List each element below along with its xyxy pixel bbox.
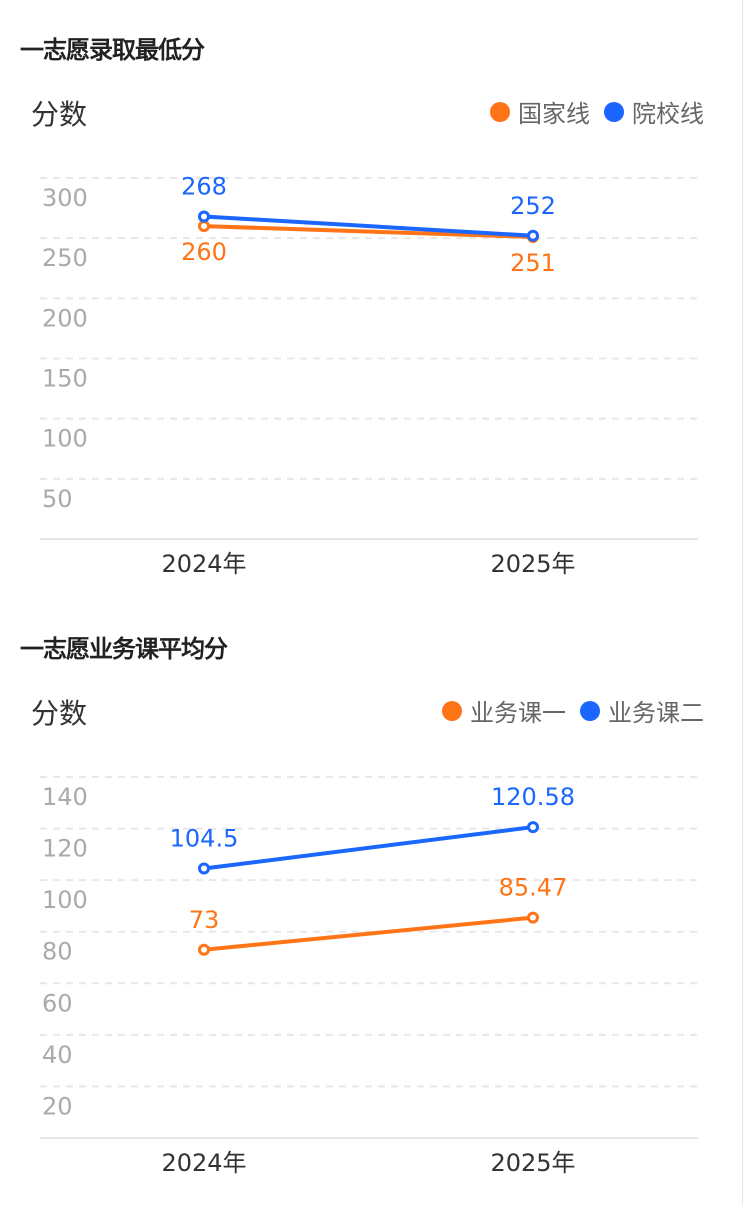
legend-item-school-line[interactable]: 院校线 bbox=[604, 94, 704, 129]
data-label: 104.5 bbox=[170, 825, 239, 853]
y-tick-label: 300 bbox=[42, 184, 88, 212]
series-line bbox=[203, 214, 534, 238]
legend-item-course-1[interactable]: 业务课一 bbox=[442, 693, 566, 728]
data-point bbox=[527, 229, 539, 242]
x-tick-label: 2024年 bbox=[161, 550, 246, 578]
legend: 业务课一 业务课二 bbox=[428, 693, 704, 728]
y-axis-label: 分数 bbox=[31, 98, 88, 131]
legend: 国家线 院校线 bbox=[476, 94, 704, 129]
series-line bbox=[203, 224, 534, 239]
x-tick-label: 2024年 bbox=[161, 1149, 246, 1177]
legend-dot-icon bbox=[490, 101, 510, 122]
data-label: 120.58 bbox=[491, 783, 575, 811]
y-tick-label: 20 bbox=[42, 1092, 73, 1120]
legend-label: 国家线 bbox=[518, 100, 590, 128]
data-point bbox=[198, 210, 210, 223]
data-point bbox=[198, 943, 210, 956]
series-line bbox=[203, 915, 534, 952]
data-point bbox=[527, 821, 539, 834]
legend-item-course-2[interactable]: 业务课二 bbox=[580, 693, 704, 728]
x-tick-label: 2025年 bbox=[490, 1149, 575, 1177]
y-tick-label: 100 bbox=[42, 425, 88, 453]
x-tick-label: 2025年 bbox=[490, 550, 575, 578]
data-label: 85.47 bbox=[499, 874, 568, 902]
data-label: 260 bbox=[181, 238, 227, 266]
y-tick-label: 40 bbox=[42, 1041, 73, 1069]
y-tick-label: 60 bbox=[42, 989, 73, 1017]
avg-score-chart-section: 一志愿业务课平均分 分数 业务课一 业务课二 140 120 100 80 60 40 20… bbox=[0, 599, 742, 1179]
line-chart: 140 120 100 80 60 40 20 2024年 2025年 73 85.47 104.5 1… bbox=[40, 776, 698, 1177]
line-chart: 300 250 200 150 100 50 2024年 2025年 260 251 268 252 bbox=[40, 173, 698, 578]
y-tick-label: 50 bbox=[42, 485, 73, 513]
data-point bbox=[198, 220, 210, 233]
y-tick-label: 250 bbox=[42, 244, 88, 272]
legend-dot-icon bbox=[604, 101, 624, 122]
y-tick-label: 140 bbox=[42, 783, 88, 811]
scroll-edge bbox=[742, 0, 743, 1205]
series-line bbox=[203, 825, 534, 871]
legend-dot-icon bbox=[580, 700, 600, 721]
data-point bbox=[198, 862, 210, 875]
data-point bbox=[527, 911, 539, 924]
y-axis-label: 分数 bbox=[31, 697, 88, 730]
legend-label: 业务课一 bbox=[470, 699, 566, 727]
legend-label: 院校线 bbox=[632, 100, 704, 128]
data-label: 73 bbox=[189, 906, 220, 934]
chart-title: 一志愿录取最低分 bbox=[20, 36, 205, 64]
y-tick-label: 100 bbox=[42, 886, 88, 914]
chart-title: 一志愿业务课平均分 bbox=[20, 635, 228, 663]
data-label: 268 bbox=[181, 173, 227, 201]
y-tick-label: 150 bbox=[42, 365, 88, 393]
legend-label: 业务课二 bbox=[608, 699, 704, 727]
min-score-chart-section: 一志愿录取最低分 分数 国家线 院校线 300 250 200 150 100 50 202… bbox=[0, 0, 742, 580]
y-tick-label: 120 bbox=[42, 835, 88, 863]
legend-item-national-line[interactable]: 国家线 bbox=[490, 94, 590, 129]
data-label: 252 bbox=[510, 192, 556, 220]
legend-dot-icon bbox=[442, 700, 462, 721]
y-tick-label: 200 bbox=[42, 304, 88, 332]
y-tick-label: 80 bbox=[42, 938, 73, 966]
data-label: 251 bbox=[510, 249, 556, 277]
